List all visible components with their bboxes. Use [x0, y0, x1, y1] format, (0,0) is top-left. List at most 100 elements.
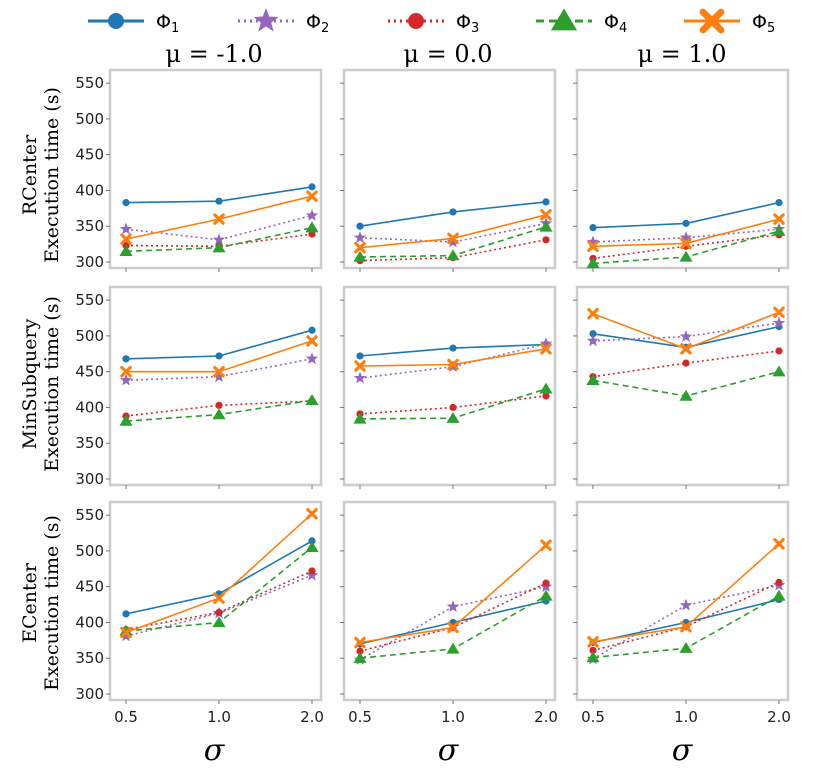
data-point-phi2: [305, 209, 319, 221]
data-point-phi4: [772, 224, 786, 236]
panel-frame: [342, 285, 557, 487]
data-point-phi3: [215, 608, 223, 617]
legend-marker-phi4: [550, 8, 578, 31]
xlabel-col1: σ: [204, 733, 226, 768]
legend-entry-phi5: Φ5: [684, 8, 775, 36]
data-point-phi3: [215, 401, 223, 409]
column-title-mu-1: μ = 1.0: [637, 40, 726, 68]
data-point-phi1: [589, 224, 597, 232]
series-phi2: [586, 316, 786, 347]
legend: Φ1 Φ2 Φ3 Φ4 Φ5: [88, 8, 775, 36]
column-title-mu-neg1: μ = -1.0: [165, 40, 262, 68]
series-phi5: [587, 306, 785, 355]
panel-frame: [575, 285, 790, 487]
series-line-phi2: [359, 222, 547, 243]
data-point-phi4: [586, 374, 600, 385]
panel-rcenter-col1: 300 350 400 450 500 550: [75, 68, 323, 272]
series-phi1: [122, 326, 316, 363]
x-tick-label: 2.0: [300, 708, 324, 726]
data-point-phi3: [775, 347, 783, 355]
data-point-phi1: [356, 222, 364, 230]
data-point-phi5: [773, 213, 785, 225]
series-phi5: [354, 343, 552, 372]
y-tick-label: 300: [75, 470, 104, 488]
data-point-phi4: [119, 414, 133, 426]
series-phi5: [120, 335, 318, 378]
legend-label-phi4: Φ4: [604, 11, 627, 36]
data-point-phi3: [589, 646, 597, 654]
data-point-phi2: [305, 568, 319, 581]
data-point-phi2: [446, 235, 460, 248]
panels: 3003504004505005503003504004505005503003…: [75, 68, 791, 726]
x-axis-labels: σ σ σ: [204, 733, 694, 768]
column-title-mu-0: μ = 0.0: [403, 40, 492, 68]
data-point-phi5: [447, 232, 459, 245]
legend-entry-phi2: Φ2: [238, 8, 329, 36]
legend-label-phi3: Φ3: [456, 11, 479, 36]
panel-frame: [575, 500, 790, 702]
data-point-phi3: [682, 359, 690, 367]
series-phi5: [587, 213, 785, 253]
series-line-phi3: [125, 233, 313, 248]
data-point-phi2: [119, 373, 133, 386]
data-point-phi1: [215, 197, 223, 205]
row-label-ecenter: ECenter: [19, 562, 41, 643]
panel-frame: [342, 500, 557, 702]
xlabel-col3: σ: [672, 733, 694, 768]
series-line-phi3: [592, 350, 780, 378]
y-tick-label: 400: [75, 398, 104, 416]
y-tick-label: 550: [75, 291, 104, 309]
data-point-phi2: [353, 371, 367, 384]
legend-marker-phi1: [108, 13, 124, 29]
data-point-phi5: [213, 213, 225, 225]
series-phi5: [120, 507, 318, 639]
data-point-phi4: [305, 221, 319, 233]
legend-marker-phi3: [408, 13, 424, 29]
data-point-phi2: [586, 334, 600, 347]
y-tick-label: 450: [75, 363, 104, 381]
data-point-phi4: [539, 220, 553, 232]
data-point-phi1: [682, 219, 690, 227]
data-point-phi5: [680, 237, 692, 250]
row-label-minsubquery: MinSubquery: [19, 318, 41, 449]
series-line-phi2: [125, 358, 313, 382]
panel-ecenter-col2: 0.5 1.0 2.0: [340, 500, 558, 726]
series-phi4: [119, 221, 319, 256]
data-point-phi4: [586, 257, 600, 269]
series-line-phi3: [592, 234, 780, 260]
series-phi4: [353, 589, 553, 663]
y-tick-label: 450: [75, 578, 104, 596]
x-tick-label: 0.5: [348, 708, 372, 726]
panel-ecenter-col1: 300 350 400 450 500 550 0.5 1.0 2.0: [75, 500, 324, 726]
data-point-phi4: [212, 408, 226, 420]
data-point-phi4: [446, 249, 460, 261]
series-line-phi3: [125, 400, 313, 417]
data-point-phi1: [589, 330, 597, 338]
panel-rcenter-col2: [340, 68, 557, 272]
data-point-phi4: [119, 245, 133, 256]
data-point-phi5: [306, 190, 318, 202]
data-point-phi1: [122, 610, 130, 618]
data-point-phi1: [215, 352, 223, 360]
series-line-phi2: [592, 322, 780, 342]
data-point-phi2: [679, 598, 693, 611]
column-titles: μ = -1.0 μ = 0.0 μ = 1.0: [165, 40, 726, 68]
series-line-phi2: [359, 585, 547, 661]
data-point-phi4: [212, 616, 226, 628]
row-labels: RCenter Execution time (s) MinSubquery E…: [19, 87, 63, 691]
data-point-phi3: [775, 578, 783, 587]
data-point-phi1: [449, 208, 457, 216]
data-point-phi4: [772, 589, 786, 601]
data-point-phi5: [540, 209, 552, 221]
series-phi1: [122, 183, 316, 207]
y-tick-label: 300: [75, 253, 104, 271]
y-tick-label: 350: [75, 217, 104, 235]
data-point-phi2: [119, 222, 133, 235]
data-point-phi4: [353, 412, 367, 424]
data-point-phi3: [356, 647, 364, 655]
x-tick-label: 1.0: [441, 708, 465, 726]
data-point-phi5: [680, 620, 692, 633]
data-point-phi5: [306, 335, 318, 347]
data-point-phi4: [305, 541, 319, 553]
